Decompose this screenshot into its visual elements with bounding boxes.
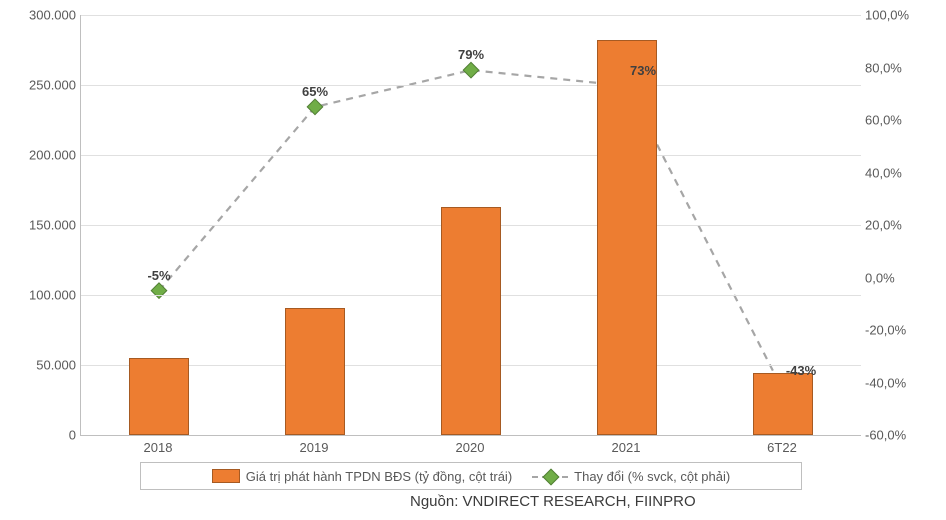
bar	[753, 373, 812, 435]
legend-line-label: Thay đổi (% svck, cột phải)	[574, 469, 730, 484]
y-right-tick: -60,0%	[865, 428, 935, 443]
y-right-tick: 0,0%	[865, 270, 935, 285]
line-point-label: 65%	[302, 84, 328, 99]
y-right-tick: 80,0%	[865, 60, 935, 75]
legend-bar-label: Giá trị phát hành TPDN BĐS (tỷ đồng, cột…	[246, 469, 512, 484]
y-right-tick: 20,0%	[865, 218, 935, 233]
y-left-tick: 300.000	[16, 8, 76, 23]
y-right-tick: 60,0%	[865, 113, 935, 128]
legend-item-bar: Giá trị phát hành TPDN BĐS (tỷ đồng, cột…	[212, 469, 512, 484]
line-point-label: -43%	[786, 363, 816, 378]
y-right-tick: -20,0%	[865, 323, 935, 338]
x-tick: 2018	[118, 440, 198, 455]
x-tick: 6T22	[742, 440, 822, 455]
y-left-tick: 0	[16, 428, 76, 443]
legend-line-marker	[543, 469, 560, 486]
y-right-tick: -40,0%	[865, 375, 935, 390]
y-left-tick: 200.000	[16, 148, 76, 163]
bar	[129, 358, 188, 435]
legend: Giá trị phát hành TPDN BĐS (tỷ đồng, cột…	[140, 462, 802, 490]
gridline	[81, 155, 861, 156]
source-line: Nguồn: VNDIRECT RESEARCH, FIINPRO	[410, 493, 696, 510]
y-right-tick: 100,0%	[865, 8, 935, 23]
y-left-tick: 50.000	[16, 358, 76, 373]
y-left-tick: 250.000	[16, 78, 76, 93]
x-tick: 2021	[586, 440, 666, 455]
gridline	[81, 15, 861, 16]
bar	[441, 207, 500, 435]
x-tick: 2019	[274, 440, 354, 455]
plot-area: -5% 65% 79% 73% -43%	[80, 15, 861, 436]
chart-container: -5% 65% 79% 73% -43% Giá trị phát hành TPDN …	[0, 0, 946, 520]
bar	[597, 40, 656, 435]
legend-item-line: Thay đổi (% svck, cột phải)	[532, 469, 730, 484]
line-marker	[307, 99, 323, 115]
gridline	[81, 85, 861, 86]
line-point-label: -5%	[147, 268, 170, 283]
line-point-label: 79%	[458, 47, 484, 62]
line-marker	[463, 62, 479, 78]
y-left-tick: 150.000	[16, 218, 76, 233]
y-left-tick: 100.000	[16, 288, 76, 303]
bar	[285, 308, 344, 435]
source-text: VNDIRECT RESEARCH, FIINPRO	[463, 493, 696, 510]
x-tick: 2020	[430, 440, 510, 455]
legend-bar-swatch	[212, 469, 240, 483]
legend-line-swatch	[532, 469, 568, 483]
source-prefix: Nguồn:	[410, 493, 463, 510]
y-right-tick: 40,0%	[865, 165, 935, 180]
line-point-label: 73%	[630, 63, 656, 78]
line-marker	[151, 283, 167, 299]
